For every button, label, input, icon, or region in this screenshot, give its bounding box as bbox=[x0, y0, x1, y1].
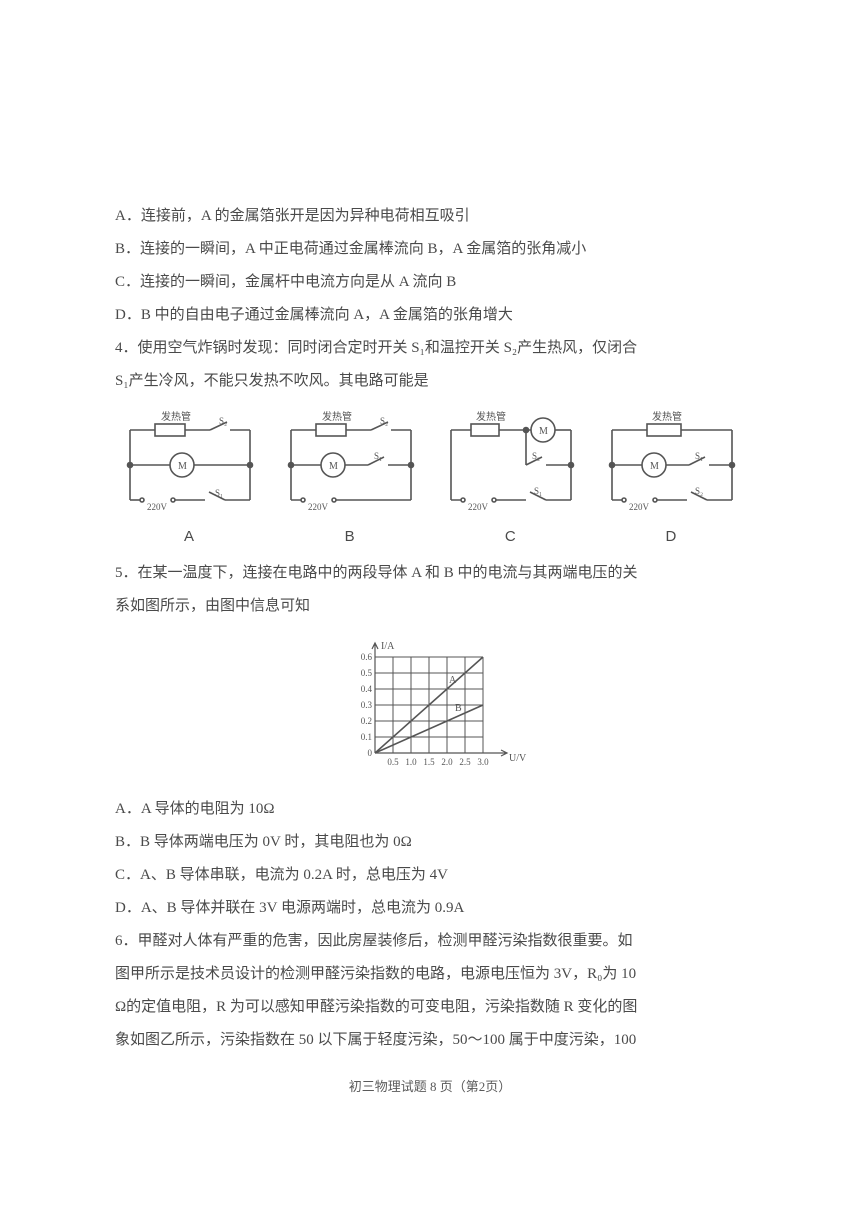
circuit-diagram-b: 发热管 S₂ M S₁ 220V bbox=[276, 410, 424, 516]
svg-text:3.0: 3.0 bbox=[477, 757, 489, 767]
q5-graph-wrap: 0 0.1 0.2 0.3 0.4 0.5 0.6 0.5 1.0 1.5 2.… bbox=[115, 633, 745, 783]
q3-option-a: A．连接前，A 的金属箔张开是因为异种电荷相互吸引 bbox=[115, 200, 745, 233]
svg-text:S₂: S₂ bbox=[695, 486, 703, 496]
svg-text:S₂: S₂ bbox=[532, 451, 540, 461]
svg-text:0.5: 0.5 bbox=[387, 757, 399, 767]
q6-line3: Ω的定值电阻，R 为可以感知甲醛污染指数的可变电阻，污染指数随 R 变化的图 bbox=[115, 991, 745, 1024]
q4-stem-line1: 4．使用空气炸锅时发现：同时闭合定时开关 S₁和温控开关 S₂产生热风，仅闭合 bbox=[115, 332, 745, 365]
svg-text:220V: 220V bbox=[629, 502, 650, 512]
q5-option-b: B．B 导体两端电压为 0V 时，其电阻也为 0Ω bbox=[115, 826, 745, 859]
svg-text:S₁: S₁ bbox=[215, 488, 223, 498]
svg-text:0.5: 0.5 bbox=[361, 668, 373, 678]
svg-text:发热管: 发热管 bbox=[322, 410, 352, 423]
q5-option-d: D．A、B 导体并联在 3V 电源两端时，总电流为 0.9A bbox=[115, 892, 745, 925]
svg-text:2.5: 2.5 bbox=[459, 757, 471, 767]
q5-graph: 0 0.1 0.2 0.3 0.4 0.5 0.6 0.5 1.0 1.5 2.… bbox=[330, 633, 530, 783]
svg-text:S₁: S₁ bbox=[534, 486, 542, 496]
svg-text:S₂: S₂ bbox=[380, 416, 388, 426]
q5-option-c: C．A、B 导体串联，电流为 0.2A 时，总电压为 4V bbox=[115, 859, 745, 892]
q4-label-b: B bbox=[345, 520, 355, 553]
q5-stem-line2: 系如图所示，由图中信息可知 bbox=[115, 590, 745, 623]
svg-text:S₂: S₂ bbox=[219, 416, 227, 426]
q6-line1: 6．甲醛对人体有严重的危害，因此房屋装修后，检测甲醛污染指数很重要。如 bbox=[115, 925, 745, 958]
circuit-diagram-a: 发热管 S₂ M S₁ 220V bbox=[115, 410, 263, 516]
svg-text:1.5: 1.5 bbox=[423, 757, 435, 767]
svg-text:220V: 220V bbox=[308, 502, 329, 512]
q4-circuit-c: 发热管 M S₂ S₁ 220V C bbox=[436, 410, 584, 553]
q4-stem-line2: S₁产生冷风，不能只发热不吹风。其电路可能是 bbox=[115, 365, 745, 398]
svg-text:1.0: 1.0 bbox=[405, 757, 417, 767]
q6-line4: 象如图乙所示，污染指数在 50 以下属于轻度污染，50～100 属于中度污染，1… bbox=[115, 1024, 745, 1057]
svg-text:发热管: 发热管 bbox=[476, 410, 506, 423]
svg-text:0.3: 0.3 bbox=[361, 700, 373, 710]
q4-circuit-a: 发热管 S₂ M S₁ 220V A bbox=[115, 410, 263, 553]
svg-text:2.0: 2.0 bbox=[441, 757, 453, 767]
svg-text:U/V: U/V bbox=[509, 753, 527, 764]
svg-text:I/A: I/A bbox=[381, 641, 395, 652]
svg-text:B: B bbox=[455, 703, 462, 714]
page-footer: 初三物理试题 8 页（第2页） bbox=[115, 1073, 745, 1102]
svg-text:M: M bbox=[650, 461, 659, 472]
q4-circuit-d: 发热管 M S₁ S₂ 220V D bbox=[597, 410, 745, 553]
svg-text:0.2: 0.2 bbox=[361, 716, 372, 726]
svg-text:M: M bbox=[329, 461, 338, 472]
svg-text:0.6: 0.6 bbox=[361, 652, 373, 662]
svg-text:S₁: S₁ bbox=[374, 451, 382, 461]
svg-text:0.1: 0.1 bbox=[361, 732, 372, 742]
svg-text:S₁: S₁ bbox=[695, 451, 703, 461]
q4-label-c: C bbox=[505, 520, 516, 553]
q5-option-a: A．A 导体的电阻为 10Ω bbox=[115, 793, 745, 826]
svg-text:0: 0 bbox=[368, 748, 373, 758]
q4-circuit-b: 发热管 S₂ M S₁ 220V B bbox=[276, 410, 424, 553]
svg-text:A: A bbox=[449, 675, 457, 686]
svg-text:220V: 220V bbox=[468, 502, 489, 512]
svg-text:M: M bbox=[539, 426, 548, 437]
svg-text:220V: 220V bbox=[147, 502, 168, 512]
q5-stem-line1: 5．在某一温度下，连接在电路中的两段导体 A 和 B 中的电流与其两端电压的关 bbox=[115, 557, 745, 590]
q3-option-b: B．连接的一瞬间，A 中正电荷通过金属棒流向 B，A 金属箔的张角减小 bbox=[115, 233, 745, 266]
circuit-diagram-d: 发热管 M S₁ S₂ 220V bbox=[597, 410, 745, 516]
q6-line2: 图甲所示是技术员设计的检测甲醛污染指数的电路，电源电压恒为 3V，R₀为 10 bbox=[115, 958, 745, 991]
svg-text:发热管: 发热管 bbox=[161, 410, 191, 423]
svg-text:M: M bbox=[178, 461, 187, 472]
q4-label-a: A bbox=[184, 520, 194, 553]
q3-option-c: C．连接的一瞬间，金属杆中电流方向是从 A 流向 B bbox=[115, 266, 745, 299]
q4-label-d: D bbox=[666, 520, 677, 553]
q3-option-d: D．B 中的自由电子通过金属棒流向 A，A 金属箔的张角增大 bbox=[115, 299, 745, 332]
circuit-diagram-c: 发热管 M S₂ S₁ 220V bbox=[436, 410, 584, 516]
q4-circuit-row: 发热管 S₂ M S₁ 220V A bbox=[115, 410, 745, 553]
svg-text:0.4: 0.4 bbox=[361, 684, 373, 694]
svg-text:发热管: 发热管 bbox=[652, 410, 682, 423]
